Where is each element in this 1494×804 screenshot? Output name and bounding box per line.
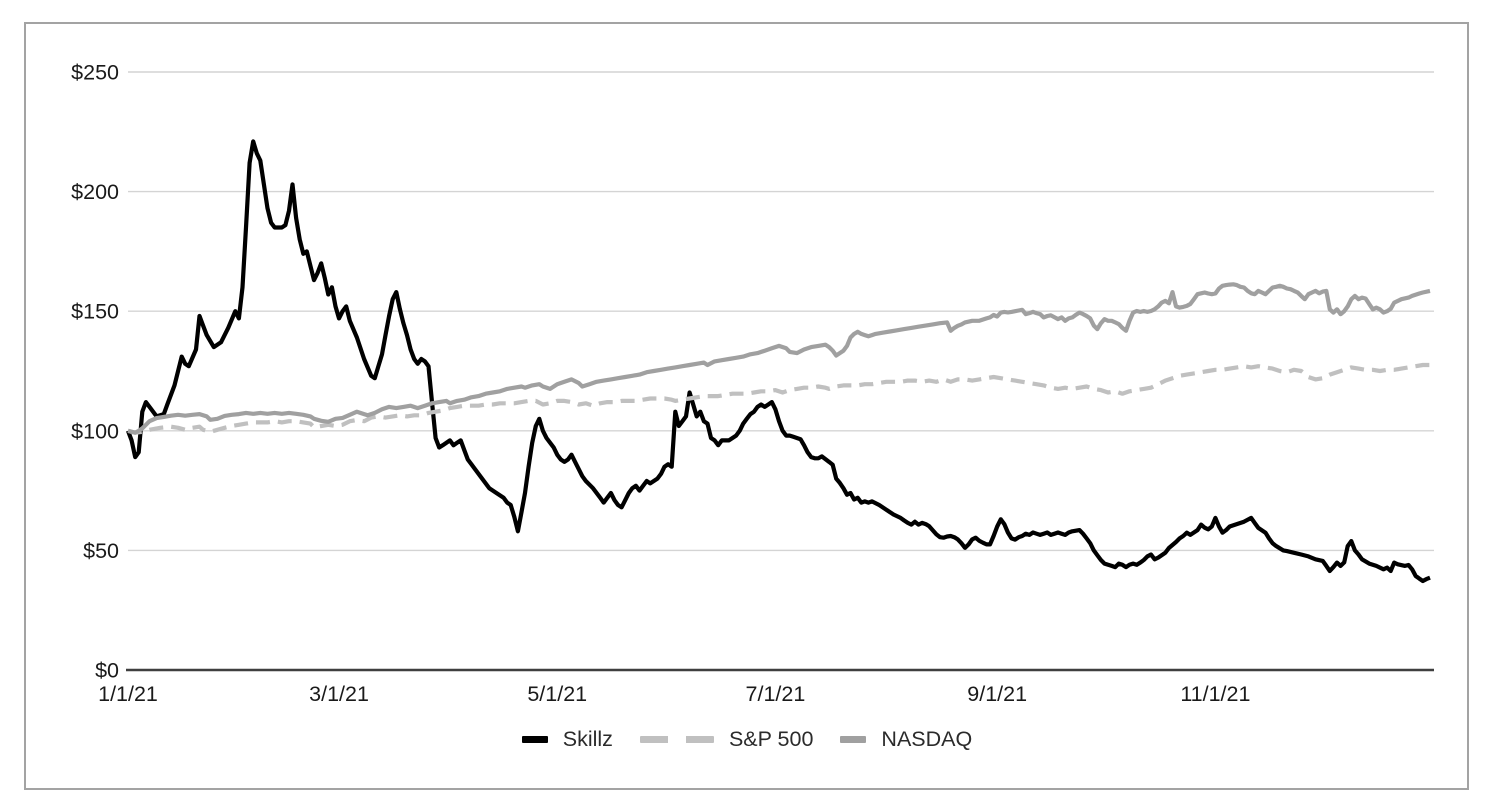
x-axis-tick-label: 7/1/21 — [746, 682, 806, 706]
legend-label-nasdaq: NASDAQ — [881, 727, 973, 751]
y-axis-tick-label: $50 — [83, 539, 119, 563]
legend-label-skillz: Skillz — [562, 727, 613, 751]
x-axis-tick-label: 3/1/21 — [309, 682, 369, 706]
x-axis-tick-label: 9/1/21 — [967, 682, 1027, 706]
series-line-nasdaq — [127, 282, 1431, 435]
y-axis-tick-label: $100 — [71, 419, 119, 443]
y-axis-tick-label: $0 — [95, 659, 119, 683]
legend-item-s-p-500: S&P 500 — [639, 727, 814, 751]
y-axis-tick-label: $150 — [71, 300, 119, 324]
chart-frame — [24, 22, 1469, 790]
series-line-skillz — [126, 139, 1431, 584]
legend-label-s-p-500: S&P 500 — [728, 727, 814, 751]
legend-item-nasdaq: NASDAQ — [840, 727, 973, 751]
legend-swatch-skillz-line-icon — [521, 736, 548, 744]
x-axis-tick-label: 11/1/21 — [1180, 682, 1250, 706]
legend-item-skillz: Skillz — [521, 727, 613, 751]
series-line-s-p-500 — [127, 362, 1430, 435]
legend-swatch-s-p-500-dashed-line-icon — [639, 736, 714, 744]
x-axis-tick-label: 1/1/21 — [98, 682, 158, 706]
y-axis-tick-label: $250 — [71, 61, 119, 85]
legend-swatch-nasdaq-line-icon — [840, 736, 867, 744]
x-axis-tick-label: 5/1/21 — [527, 682, 587, 706]
chart-legend: Skillz S&P 500 NASDAQ — [0, 727, 1494, 751]
y-axis-tick-label: $200 — [71, 180, 119, 204]
